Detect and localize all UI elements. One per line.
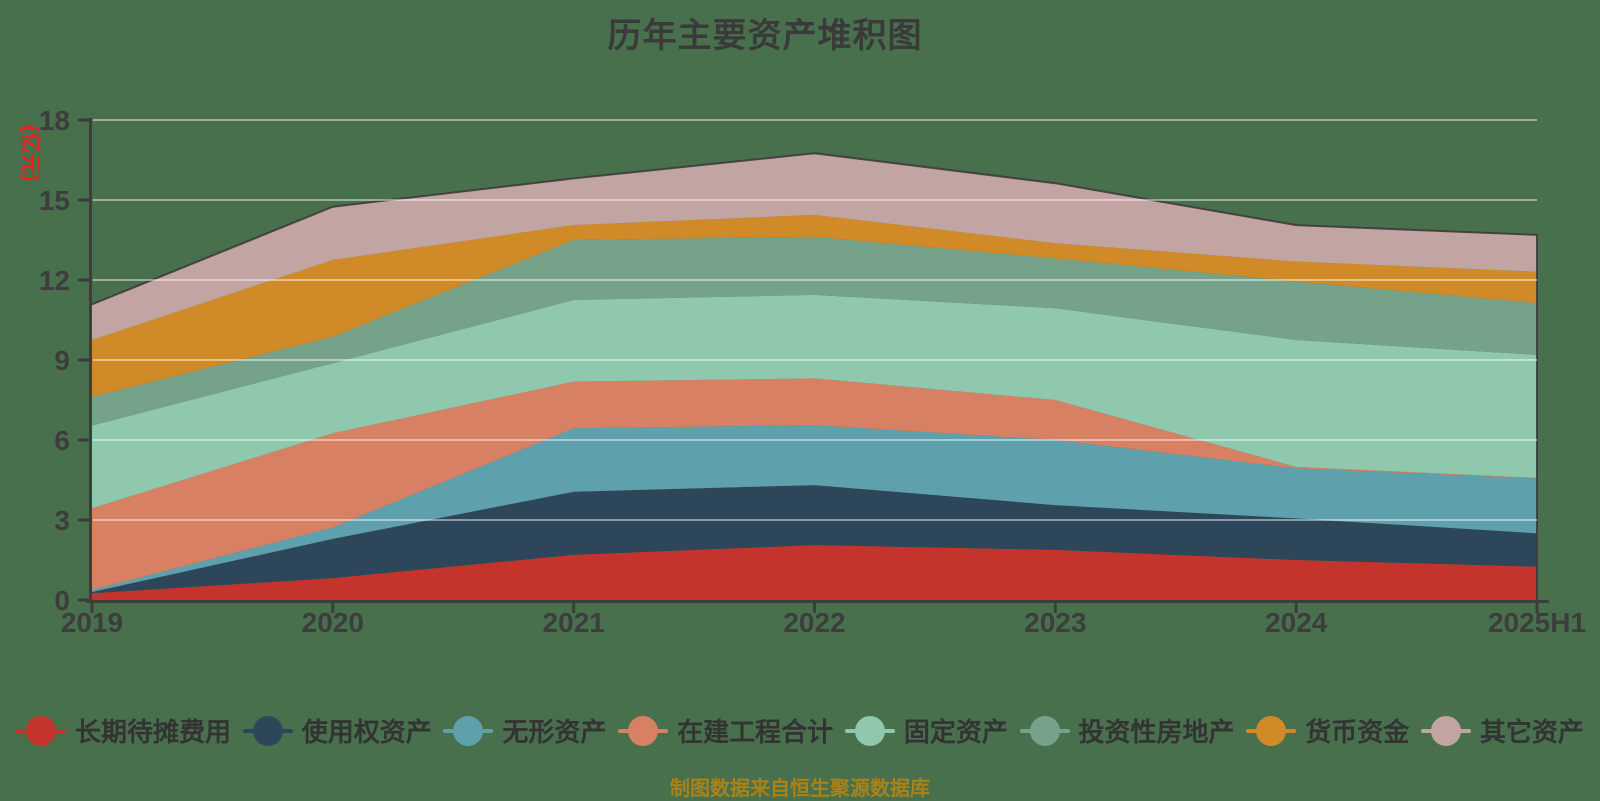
legend-item-other-assets[interactable]: 其它资产 (1420, 712, 1584, 749)
area-series-group (91, 152, 1538, 600)
source-note: 制图数据来自恒生聚源数据库 (670, 778, 930, 800)
legend-item-monetary-funds[interactable]: 货币资金 (1246, 712, 1409, 749)
x-tick-label: 2019 (61, 607, 123, 638)
x-tick-label: 2021 (543, 607, 605, 638)
area-long-term-deferred-expenses (92, 545, 1537, 600)
area-construction-in-progress (92, 378, 1537, 590)
legend-item-fixed-assets[interactable]: 固定资产 (844, 712, 1008, 749)
area-fixed-assets (92, 294, 1537, 509)
legend-marker-monetary-funds (1246, 715, 1297, 747)
legend-item-long-term-deferred-expenses[interactable]: 长期待摊费用 (16, 712, 231, 749)
legend-marker-other-assets (1420, 715, 1471, 747)
legend-label: 投资性房地产 (1078, 717, 1235, 747)
area-right-of-use-assets (92, 485, 1537, 594)
legend-marker-intangible-assets (443, 715, 494, 747)
gridlines-group (93, 119, 1537, 521)
legend-label: 固定资产 (903, 717, 1008, 747)
stack-outline (91, 152, 1538, 600)
area-investment-property (92, 236, 1537, 426)
legend-marker-right-of-use-assets (242, 715, 293, 747)
x-tick-label: 2025H1 (1488, 607, 1586, 638)
legend-item-investment-property[interactable]: 投资性房地产 (1019, 712, 1235, 749)
legend-item-intangible-assets[interactable]: 无形资产 (443, 712, 606, 749)
area-intangible-assets (92, 425, 1537, 592)
legend-label: 使用权资产 (301, 717, 432, 747)
legend-marker-construction-in-progress (618, 715, 669, 747)
legend-marker-long-term-deferred-expenses (16, 715, 66, 747)
legend-label: 长期待摊费用 (75, 717, 232, 747)
axes-group (78, 118, 1549, 613)
stacked-area-chart: 0 3 6 9 12 15 18 2019 2020 2021 2022 2023 2024 2025H1… (19, 105, 1586, 638)
area-other-assets (92, 153, 1537, 340)
legend-item-construction-in-progress[interactable]: 在建工程合计 (618, 712, 833, 749)
chart-legend: 长期待摊费用 使用权资产 无形资产 在建工程合计 固定资产 投资性房地产 货币资金 其它资产 (0, 712, 1600, 749)
y-axis-unit-label: (亿元) (19, 125, 43, 182)
chart-title: 历年主要资产堆积图 (607, 17, 923, 55)
legend-label: 在建工程合计 (677, 717, 834, 747)
y-tick-label: 18 (39, 105, 70, 136)
x-tick-label: 2020 (302, 607, 364, 638)
y-tick-label: 6 (54, 425, 70, 456)
area-monetary-funds (92, 214, 1537, 397)
y-tick-label: 12 (39, 265, 70, 296)
legend-item-right-of-use-assets[interactable]: 使用权资产 (242, 712, 432, 749)
y-tick-label: 15 (39, 185, 70, 216)
legend-marker-fixed-assets (844, 715, 895, 747)
legend-label: 货币资金 (1305, 717, 1410, 747)
y-tick-label: 3 (54, 505, 70, 536)
y-tick-label: 0 (54, 585, 70, 616)
legend-label: 其它资产 (1479, 717, 1584, 747)
legend-label: 无形资产 (502, 717, 607, 747)
x-tick-label: 2022 (783, 607, 845, 638)
x-tick-label: 2023 (1024, 607, 1086, 638)
axis-labels-group: 0 3 6 9 12 15 18 2019 2020 2021 2022 2023 2024 2025H1 (39, 105, 1586, 638)
x-tick-label: 2024 (1265, 607, 1328, 638)
y-tick-label: 9 (54, 345, 70, 376)
legend-marker-investment-property (1019, 715, 1070, 747)
